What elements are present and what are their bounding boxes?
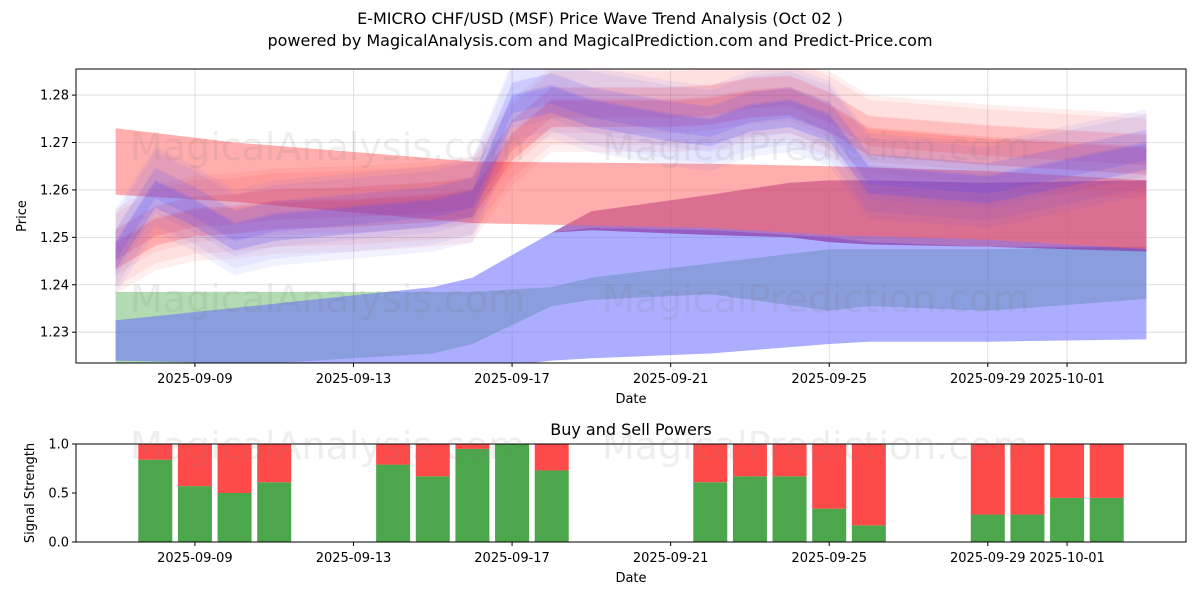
blue-wave-ribbon bbox=[115, 69, 1147, 295]
red-wave-ribbon bbox=[115, 88, 1147, 261]
sell-bar bbox=[455, 444, 490, 449]
buy-bar bbox=[732, 476, 767, 542]
sell-bar bbox=[257, 444, 292, 483]
sell-bar bbox=[1089, 444, 1124, 498]
sell-bar bbox=[851, 444, 886, 526]
x-tick-label: 2025-09-09 bbox=[157, 551, 233, 566]
sell-bar bbox=[217, 444, 252, 493]
buy-bar bbox=[257, 482, 292, 542]
buy-bar bbox=[376, 464, 411, 542]
buy-bar bbox=[177, 486, 212, 542]
y-tick-label: 1.27 bbox=[40, 136, 69, 151]
y-axis-label: Signal Strength bbox=[23, 443, 38, 543]
red-wave-ribbon bbox=[115, 87, 1147, 270]
x-axis-label: Date bbox=[615, 571, 646, 586]
buy-bar bbox=[812, 508, 847, 542]
y-tick-label: 1.23 bbox=[40, 326, 69, 341]
sell-bar bbox=[1050, 444, 1085, 498]
x-tick-label: 2025-09-25 bbox=[791, 551, 867, 566]
x-tick-label: 2025-09-13 bbox=[316, 551, 392, 566]
sell-bar bbox=[732, 444, 767, 477]
red-wave-ribbon bbox=[115, 76, 1147, 288]
buy-bar bbox=[1089, 497, 1124, 542]
buy-bar bbox=[693, 482, 728, 542]
x-axis-label: Date bbox=[615, 392, 646, 407]
chart-title: E-MICRO CHF/USD (MSF) Price Wave Trend A… bbox=[357, 9, 843, 28]
y-tick-label: 1.28 bbox=[40, 89, 69, 104]
x-tick-label: 2025-09-25 bbox=[791, 372, 867, 387]
buy-bar bbox=[970, 514, 1005, 542]
buy-bar bbox=[772, 476, 807, 542]
sell-bar bbox=[970, 444, 1005, 515]
x-tick-label: 2025-10-01 bbox=[1029, 372, 1105, 387]
y-tick-label: 1.24 bbox=[40, 278, 69, 293]
buy-bar bbox=[495, 444, 530, 542]
y-tick-label: 1.0 bbox=[48, 438, 69, 453]
x-tick-label: 2025-09-29 bbox=[950, 551, 1026, 566]
chart-subtitle: powered by MagicalAnalysis.com and Magic… bbox=[267, 31, 933, 50]
blue-wave-ribbon bbox=[115, 72, 1147, 270]
red-wave-ribbon bbox=[115, 69, 1147, 276]
blue-wave-ribbon bbox=[115, 69, 1147, 276]
buy-bar bbox=[138, 459, 173, 542]
blue-band bbox=[115, 227, 1147, 363]
x-tick-label: 2025-10-01 bbox=[1029, 551, 1105, 566]
buy-bar bbox=[455, 448, 490, 542]
sell-bar bbox=[693, 444, 728, 483]
buy-sell-title: Buy and Sell Powers bbox=[550, 420, 712, 439]
x-tick-label: 2025-09-21 bbox=[633, 372, 709, 387]
buy-bar bbox=[1050, 497, 1085, 542]
blue-wave-ribbon bbox=[115, 86, 1147, 261]
blue-wave-ribbon bbox=[115, 73, 1147, 288]
sell-bar bbox=[376, 444, 411, 465]
sell-bar bbox=[812, 444, 847, 509]
red-wave-ribbon bbox=[115, 75, 1147, 270]
red-band bbox=[115, 128, 1147, 250]
buy-bar bbox=[1010, 514, 1045, 542]
sell-bar bbox=[534, 444, 569, 471]
x-tick-label: 2025-09-17 bbox=[474, 551, 550, 566]
buy-bar bbox=[415, 476, 450, 542]
sell-bar bbox=[138, 444, 173, 460]
price-plot-area bbox=[115, 69, 1147, 363]
x-tick-label: 2025-09-29 bbox=[950, 372, 1026, 387]
y-tick-label: 0.5 bbox=[48, 487, 69, 502]
sell-bar bbox=[415, 444, 450, 477]
y-tick-label: 1.25 bbox=[40, 231, 69, 246]
sell-bar bbox=[1010, 444, 1045, 515]
buy-bar bbox=[851, 525, 886, 542]
x-tick-label: 2025-09-21 bbox=[633, 551, 709, 566]
red-wave-ribbon bbox=[115, 69, 1147, 295]
x-tick-label: 2025-09-17 bbox=[474, 372, 550, 387]
y-tick-label: 1.26 bbox=[40, 183, 69, 198]
x-tick-label: 2025-09-09 bbox=[157, 372, 233, 387]
blue-wave-ribbon bbox=[115, 84, 1147, 270]
buy-bar bbox=[217, 493, 252, 542]
sell-bar bbox=[177, 444, 212, 487]
y-tick-label: 0.0 bbox=[48, 536, 69, 551]
price-axes-frame bbox=[75, 68, 1187, 364]
sell-bar bbox=[772, 444, 807, 477]
x-tick-label: 2025-09-13 bbox=[316, 372, 392, 387]
y-axis-label: Price bbox=[15, 200, 30, 232]
buy-bar bbox=[534, 470, 569, 542]
